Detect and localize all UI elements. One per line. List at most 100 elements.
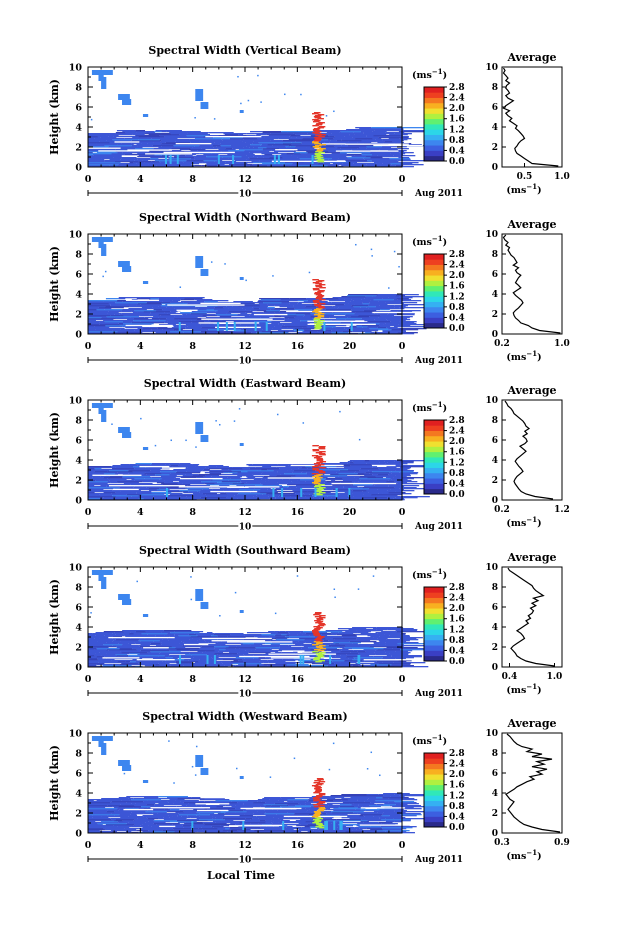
cloud-cell (219, 485, 230, 487)
cloud-cell (274, 151, 296, 153)
cloud-cell (103, 497, 129, 499)
scatter-dot (236, 767, 238, 770)
cloud-cell (118, 643, 129, 645)
cloud-cell (394, 487, 417, 489)
cloud-cell (259, 161, 279, 163)
plume-cell (314, 813, 322, 815)
cloud-cell (317, 652, 351, 654)
cloud-cell (229, 484, 263, 486)
cloud-cell (389, 134, 408, 136)
cloud-cell (134, 478, 145, 480)
cloud-cell (311, 804, 333, 806)
plume-cell (314, 145, 322, 147)
scatter-dot (224, 263, 226, 265)
cloud-cell (398, 131, 429, 133)
y-tick-label: 0 (75, 663, 82, 674)
cloud-cell (334, 307, 339, 309)
cloud-cell (88, 144, 118, 146)
cloud-cell (112, 664, 120, 666)
cloud-cell (196, 811, 221, 813)
cloud-cell (131, 140, 162, 142)
cloud-cell (323, 163, 331, 165)
plume-cell (312, 119, 319, 121)
cloud-cell (148, 825, 175, 827)
cloud-cell (125, 327, 150, 329)
cloud-cell (288, 817, 298, 819)
cloud-cell (352, 493, 379, 495)
cloud-cell (130, 661, 136, 663)
cloud-cell (311, 643, 336, 645)
cloud-cell (374, 652, 386, 654)
cloud-cell (292, 482, 325, 484)
cloud-cell (341, 635, 357, 637)
cloud-cell (364, 159, 390, 161)
cloud-cell (203, 469, 210, 471)
cloud-cell (116, 481, 137, 483)
cloud-cell (295, 805, 322, 807)
surface-patch (300, 488, 303, 497)
cloud-cell (109, 159, 121, 161)
cloud-cell (205, 324, 235, 326)
cloud-cell (188, 634, 197, 636)
cloud-cell (215, 313, 227, 315)
cloud-cell (179, 463, 191, 465)
cloud-cell (371, 154, 403, 156)
cloud-cell (347, 130, 375, 132)
cloud-cell (399, 466, 429, 468)
cloud-cell (362, 491, 396, 493)
cloud-cell (228, 150, 245, 152)
cloud-cell (368, 798, 383, 800)
scatter-dot (388, 287, 390, 289)
upper-cloud (118, 261, 130, 267)
plume-cell (319, 808, 326, 810)
cloud-cell (307, 152, 320, 154)
cloud-cell (340, 148, 358, 150)
plume-cell (314, 485, 322, 487)
scatter-dot (100, 76, 102, 79)
cloud-cell (342, 163, 354, 165)
cloud-cell (254, 651, 279, 653)
cloud-cell (133, 162, 145, 164)
gap-stripe (307, 323, 376, 325)
cloud-cell (376, 295, 396, 297)
cloud-cell (170, 302, 184, 304)
cloud-cell (220, 493, 227, 495)
cloud-cell (197, 640, 205, 642)
average-frame (501, 233, 563, 335)
cloud-cell (166, 491, 183, 493)
cloud-cell (384, 461, 395, 463)
cloud-cell (128, 655, 153, 657)
cloud-cell (251, 650, 275, 652)
cloud-cell (255, 647, 280, 649)
cloud-cell (158, 818, 187, 820)
cloud-cell (354, 472, 366, 474)
cloud-cell (235, 808, 242, 810)
cloud-cell (251, 491, 277, 493)
cloud-cell (287, 487, 297, 489)
plume-cell (316, 488, 323, 490)
cloud-cell (332, 306, 354, 308)
cloud-cell (337, 827, 355, 829)
cloud-cell (204, 824, 236, 826)
cloud-cell (155, 474, 170, 476)
cloud-cell (271, 805, 289, 807)
cloud-cell (229, 652, 240, 654)
cloud-cell (254, 133, 271, 135)
cloud-cell (328, 645, 346, 647)
cloud-cell (288, 145, 320, 147)
scatter-dot (196, 598, 198, 601)
cloud-cell (112, 636, 123, 638)
cloud-cell (240, 140, 271, 142)
cloud-cell (379, 809, 404, 811)
cloud-cell (317, 491, 337, 493)
cloud-cell (201, 327, 226, 329)
cloud-cell (188, 660, 217, 662)
cloud-cell (122, 477, 128, 479)
colorbar-segment (424, 645, 444, 651)
cloud-cell (106, 642, 135, 644)
cloud-cell (383, 793, 410, 795)
cloud-cell (206, 156, 235, 158)
cloud-cell (183, 492, 200, 494)
cloud-cell (253, 496, 269, 498)
cloud-cell (339, 804, 352, 806)
